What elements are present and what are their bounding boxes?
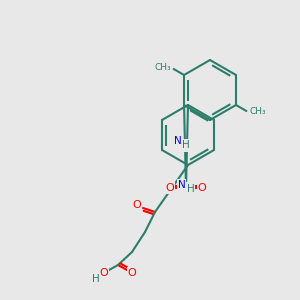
Text: O: O: [198, 183, 206, 193]
Text: CH₃: CH₃: [249, 107, 266, 116]
Text: N: N: [174, 136, 182, 146]
Text: H: H: [182, 140, 190, 151]
Text: CH₃: CH₃: [154, 64, 171, 73]
Text: O: O: [166, 183, 174, 193]
Text: O: O: [100, 268, 108, 278]
Text: H: H: [187, 184, 194, 194]
Text: O: O: [133, 200, 141, 210]
Text: N: N: [178, 181, 185, 190]
Text: H: H: [92, 274, 100, 284]
Text: O: O: [128, 268, 136, 278]
Text: S: S: [182, 183, 190, 193]
